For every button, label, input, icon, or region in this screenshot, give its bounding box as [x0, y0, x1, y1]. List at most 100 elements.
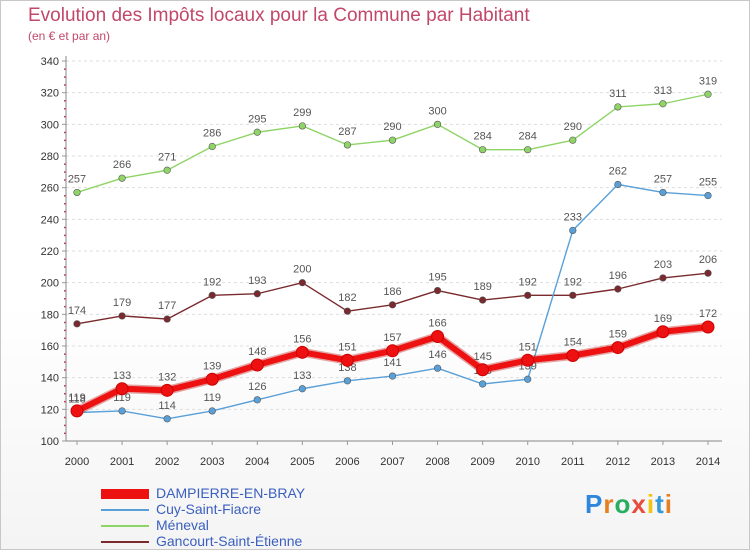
- data-label: 151: [338, 341, 356, 353]
- data-label: 195: [428, 272, 446, 284]
- data-point: [388, 301, 397, 309]
- x-tick-label: 2014: [696, 456, 720, 468]
- y-minor-tick: [64, 68, 66, 70]
- chart-title: Evolution des Impôts locaux pour la Comm…: [28, 5, 530, 26]
- data-label: 290: [383, 121, 401, 133]
- y-minor-tick: [64, 84, 66, 86]
- y-minor-tick: [64, 139, 66, 142]
- y-minor-tick: [64, 258, 66, 260]
- data-label: 145: [473, 351, 491, 363]
- data-label: 311: [609, 88, 627, 100]
- data-point: [386, 344, 399, 358]
- y-minor-tick: [64, 100, 66, 102]
- chart-subtitle: (en € et par an): [28, 29, 111, 43]
- data-point: [569, 226, 577, 235]
- data-point: [250, 358, 264, 372]
- y-tick-label: 280: [41, 151, 59, 163]
- data-point: [656, 325, 670, 339]
- data-point: [704, 191, 712, 200]
- y-tick-label: 200: [41, 278, 59, 290]
- data-label: 166: [428, 318, 446, 330]
- data-label: 156: [293, 333, 311, 345]
- x-tick-label: 2006: [335, 456, 359, 468]
- y-tick-label: 260: [41, 183, 59, 195]
- data-label: 192: [564, 276, 582, 288]
- data-label: 133: [293, 370, 311, 382]
- data-label: 287: [338, 126, 356, 138]
- data-label: 119: [203, 392, 221, 404]
- data-label: 119: [113, 392, 131, 404]
- data-label: 192: [203, 276, 221, 288]
- y-minor-tick: [64, 195, 66, 197]
- y-minor-tick: [64, 385, 66, 387]
- y-minor-tick: [64, 432, 66, 435]
- data-label: 262: [609, 166, 627, 178]
- data-label: 186: [383, 286, 401, 298]
- y-tick-label: 160: [41, 341, 59, 353]
- data-label: 257: [654, 173, 672, 185]
- y-minor-tick: [64, 171, 66, 173]
- legend-swatch: [101, 509, 149, 511]
- y-tick-label: 340: [41, 56, 59, 68]
- data-label: 271: [158, 151, 176, 163]
- data-point: [521, 353, 535, 367]
- data-point: [73, 188, 81, 197]
- data-point: [70, 404, 84, 418]
- y-minor-tick: [64, 305, 66, 308]
- data-point: [611, 341, 625, 355]
- y-tick-label: 300: [41, 119, 59, 131]
- data-point: [433, 286, 442, 295]
- data-label: 177: [158, 300, 176, 312]
- data-label: 126: [248, 381, 266, 393]
- data-label: 148: [248, 346, 266, 358]
- y-minor-tick: [64, 210, 66, 213]
- data-point: [298, 279, 306, 287]
- data-point: [659, 188, 667, 197]
- y-minor-tick: [64, 76, 66, 78]
- data-label: 172: [699, 308, 717, 320]
- data-point: [205, 372, 219, 386]
- x-tick-label: 2008: [425, 456, 449, 468]
- data-point: [160, 383, 174, 397]
- data-point: [659, 274, 667, 282]
- data-point: [704, 269, 712, 277]
- y-minor-tick: [64, 163, 66, 165]
- y-minor-tick: [64, 226, 66, 229]
- y-minor-tick: [64, 290, 66, 292]
- data-label: 154: [564, 337, 582, 349]
- data-point: [566, 349, 580, 362]
- legend-label: DAMPIERRE-EN-BRAY: [156, 485, 306, 501]
- y-minor-tick: [64, 400, 66, 403]
- y-tick-label: 180: [41, 309, 59, 321]
- x-tick-label: 2007: [380, 456, 404, 468]
- data-label: 319: [699, 75, 717, 87]
- data-point: [253, 290, 261, 298]
- data-point: [524, 291, 532, 299]
- legend-label: Gancourt-Saint-Étienne: [156, 533, 303, 549]
- y-tick-label: 100: [41, 436, 59, 448]
- y-tick-label: 240: [41, 214, 59, 226]
- data-point: [163, 166, 171, 174]
- data-label: 182: [338, 292, 356, 304]
- data-point: [659, 100, 667, 108]
- data-point: [343, 141, 352, 149]
- data-label: 119: [68, 392, 86, 404]
- y-minor-tick: [64, 115, 66, 118]
- data-point: [115, 382, 129, 396]
- data-label: 151: [519, 341, 537, 353]
- data-label: 255: [699, 177, 717, 189]
- data-point: [163, 315, 171, 323]
- y-minor-tick: [64, 424, 66, 427]
- y-minor-tick: [64, 203, 66, 205]
- data-point: [479, 146, 487, 154]
- y-minor-tick: [64, 321, 66, 324]
- y-minor-tick: [64, 393, 66, 395]
- y-minor-tick: [64, 369, 66, 371]
- proxiti-logo: Proxiti: [585, 489, 673, 519]
- y-minor-tick: [64, 234, 66, 237]
- y-minor-tick: [64, 242, 66, 245]
- data-point: [569, 291, 577, 299]
- y-minor-tick: [64, 108, 66, 110]
- x-tick-label: 2003: [200, 456, 224, 468]
